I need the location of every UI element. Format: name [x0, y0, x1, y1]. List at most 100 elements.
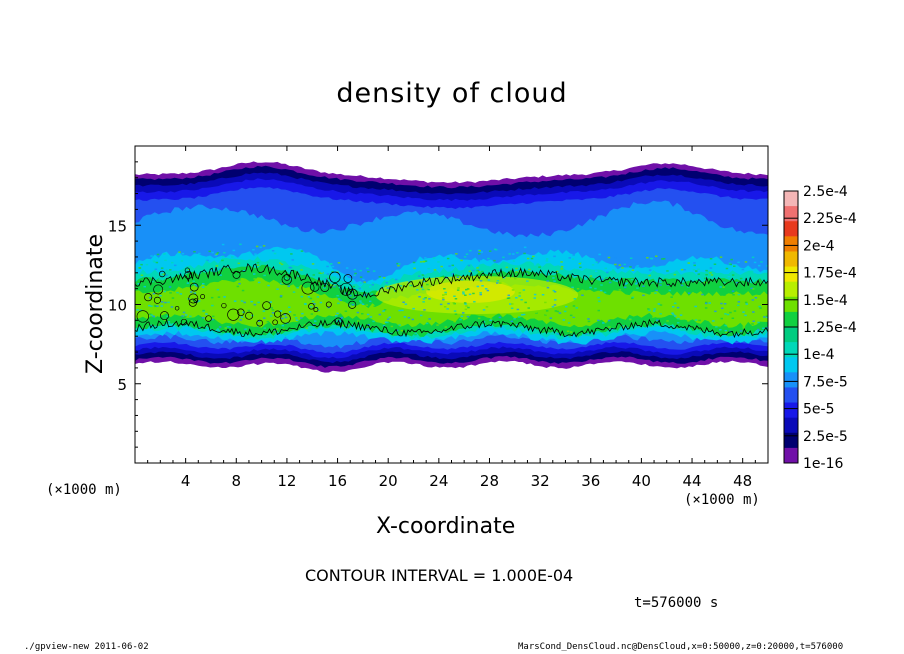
density-speckle [569, 314, 573, 317]
density-speckle [730, 258, 733, 261]
density-speckle [742, 311, 745, 313]
density-speckle [766, 265, 768, 267]
density-speckle [250, 313, 253, 315]
density-speckle [603, 291, 607, 294]
density-speckle [350, 281, 354, 283]
density-speckle [194, 283, 197, 286]
density-speckle [184, 315, 187, 318]
density-speckle [623, 263, 626, 266]
density-speckle [195, 285, 198, 287]
density-speckle [192, 280, 195, 283]
density-speckle [496, 282, 499, 284]
density-speckle [484, 288, 488, 290]
contour-island [189, 282, 199, 292]
density-speckle [293, 314, 296, 316]
density-speckle [238, 282, 241, 285]
density-speckle [706, 308, 709, 311]
density-speckle [412, 307, 415, 310]
density-speckle [311, 300, 315, 303]
density-speckle [507, 297, 511, 299]
density-speckle [661, 267, 664, 269]
density-speckle [493, 259, 496, 262]
density-speckle [733, 265, 736, 267]
density-speckle [443, 276, 446, 279]
density-speckle [216, 252, 220, 254]
density-speckle [336, 312, 339, 315]
density-speckle [173, 284, 176, 287]
density-speckle [712, 320, 715, 322]
density-speckle [704, 307, 708, 309]
density-speckle [753, 261, 757, 264]
density-speckle [143, 285, 146, 288]
density-speckle [467, 306, 470, 309]
density-speckle [692, 269, 696, 271]
y-axis-label: Z-coordinate [83, 234, 108, 374]
density-speckle [349, 294, 352, 297]
density-speckle [751, 323, 754, 325]
density-speckle [593, 332, 597, 335]
density-speckle [368, 300, 372, 303]
density-speckle [291, 273, 294, 275]
density-speckle [205, 313, 208, 315]
contour-island [188, 293, 199, 304]
density-speckle [256, 264, 260, 266]
density-speckle [439, 303, 443, 306]
density-speckle [465, 253, 469, 255]
density-speckle [567, 322, 571, 324]
density-speckle [326, 273, 330, 275]
density-speckle [657, 303, 661, 305]
density-speckle [257, 320, 261, 322]
density-speckle [752, 311, 755, 313]
density-speckle [457, 269, 461, 271]
density-speckle [634, 283, 638, 285]
density-speckle [602, 322, 605, 324]
density-speckle [741, 293, 744, 295]
density-speckle [597, 296, 600, 299]
density-speckle [316, 287, 319, 289]
density-speckle [214, 254, 217, 257]
density-speckle [560, 261, 563, 263]
density-speckle [555, 270, 559, 273]
density-speckle [416, 289, 419, 291]
x-tick-label: 28 [480, 472, 499, 490]
x-axis-unit: (×1000 m) [684, 492, 760, 508]
density-speckle [190, 282, 193, 284]
density-speckle [284, 277, 287, 280]
density-speckle [411, 284, 414, 287]
density-speckle [279, 310, 283, 312]
density-speckle [729, 330, 732, 333]
density-speckle [224, 327, 227, 329]
contour-island [313, 307, 319, 313]
density-speckle [331, 275, 334, 277]
density-speckle [359, 269, 362, 272]
density-speckle [523, 252, 526, 255]
density-speckle [598, 300, 601, 303]
density-speckle [407, 317, 411, 319]
density-speckle [463, 256, 467, 258]
density-speckle [751, 288, 755, 290]
density-speckle [333, 285, 336, 288]
density-speckle [630, 278, 634, 281]
density-speckle [532, 255, 535, 258]
density-speckle [327, 277, 330, 280]
density-speckle [533, 293, 537, 296]
density-speckle [618, 326, 621, 328]
density-speckle [171, 297, 175, 299]
density-speckle [766, 316, 768, 319]
density-speckle [687, 292, 691, 294]
density-speckle [444, 291, 447, 294]
density-speckle [520, 299, 523, 301]
density-speckle [314, 320, 317, 322]
density-speckle [467, 264, 471, 267]
density-speckle [713, 263, 717, 265]
density-speckle [174, 286, 177, 289]
density-speckle [752, 320, 755, 322]
y-axis-unit: (×1000 m) [46, 482, 122, 498]
x-tick-label: 20 [379, 472, 398, 490]
density-speckle [137, 283, 140, 285]
density-speckle [715, 326, 718, 328]
contour-island [308, 303, 315, 310]
density-speckle [208, 250, 211, 253]
density-speckle [452, 302, 455, 304]
density-speckle [703, 263, 707, 266]
